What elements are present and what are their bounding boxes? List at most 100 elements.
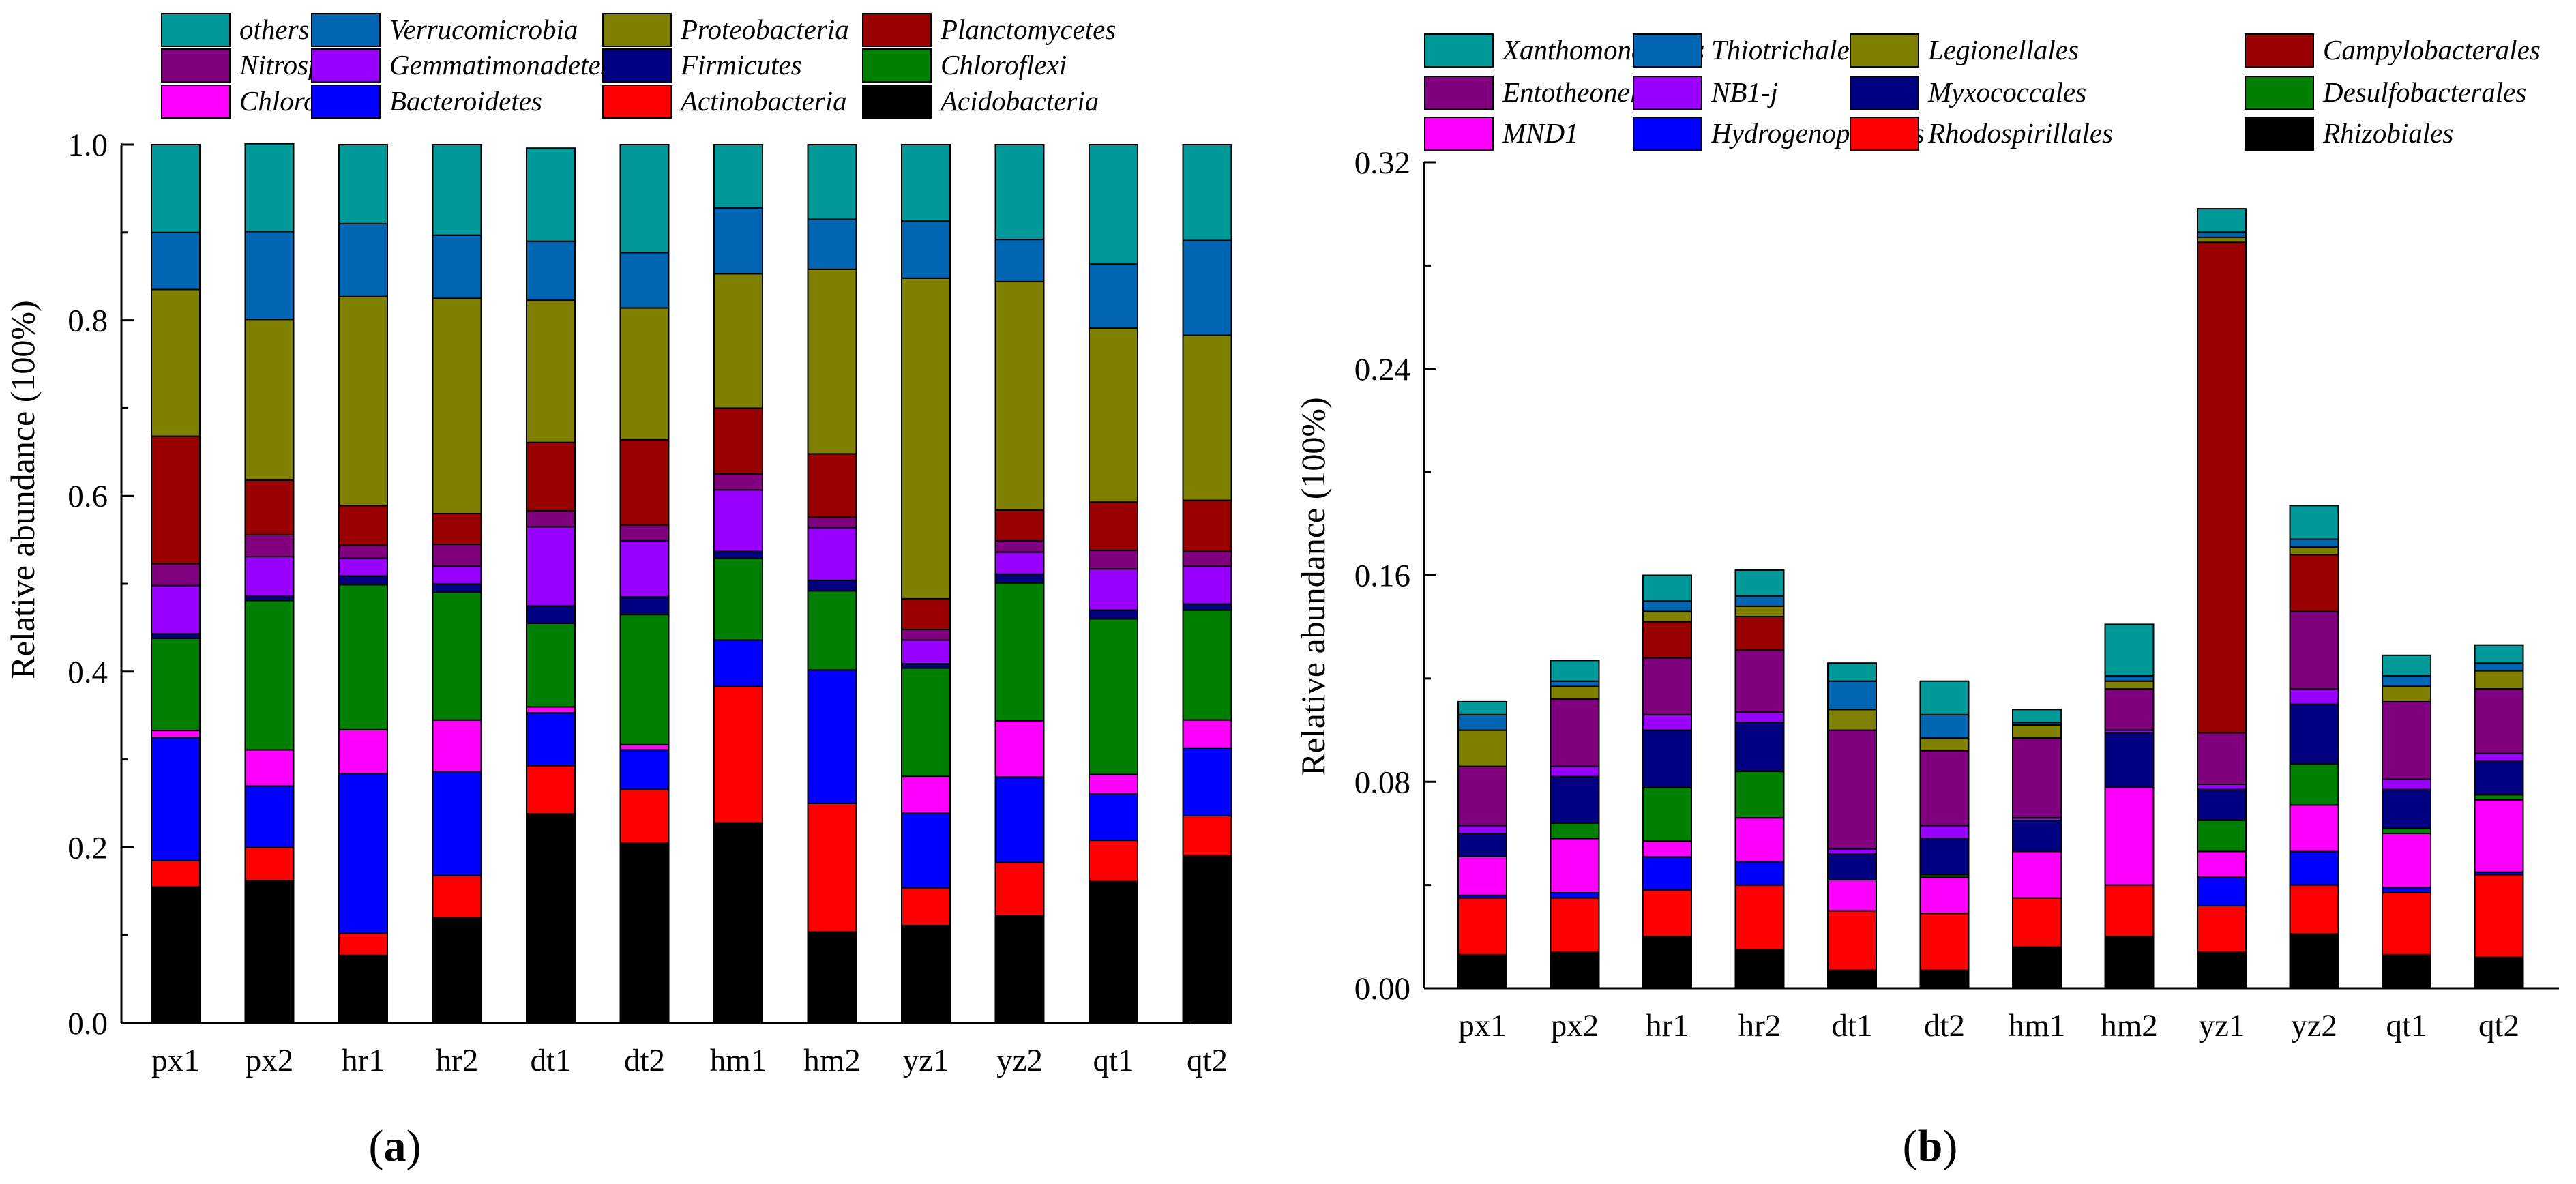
bar-a-dt1-bacteroidetes	[526, 712, 576, 767]
bar-a-px2-others	[244, 143, 295, 233]
bar-b-hr1-xanthomonadales	[1642, 574, 1692, 602]
bar-a-px2-actinobacteria	[244, 846, 295, 882]
bar-b-hr2-mnd1	[1734, 817, 1785, 863]
bar-b-qt1-thiotrichales	[2382, 675, 2431, 687]
bar-a-px1-proteobacteria	[151, 288, 201, 437]
legend-swatch-b-entotheonellales	[1424, 76, 1494, 110]
bar-a-hm2-planctomycetes	[807, 453, 857, 518]
bar-b-yz1-xanthomonadales	[2197, 208, 2247, 233]
bar-a-px1-planctomycetes	[151, 435, 201, 565]
bar-b-hm1-xanthomonadales	[2012, 709, 2062, 724]
bar-b-hr1-mnd1	[1642, 840, 1692, 858]
bar-a-qt1-proteobacteria	[1089, 327, 1138, 503]
bar-a-dt1-planctomycetes	[526, 441, 576, 512]
bar-b-hr2-campylobacterales	[1734, 616, 1785, 651]
bar-b-dt1-thiotrichales	[1827, 680, 1877, 711]
legend-label-b-campylobacterales: Campylobacterales	[2323, 34, 2541, 65]
bar-b-hr1-nb1-j	[1642, 713, 1692, 731]
bar-a-px2-gemmatimonadetes	[244, 556, 295, 597]
y-tick-label-b-3: 0.24	[1354, 352, 1410, 387]
bar-b-yz1-legionellales	[2197, 236, 2247, 243]
bar-a-hm2-gemmatimonadetes	[807, 527, 857, 581]
bar-a-yz1-nitrospirae	[901, 629, 951, 641]
legend-swatch-a-firmicutes	[602, 48, 672, 83]
bar-b-dt1-legionellales	[1827, 709, 1877, 731]
legend-label-a-others: others	[239, 14, 310, 45]
x-tick-label-a-dt1: dt1	[530, 1043, 571, 1078]
legend-label-b-desulfobacterales: Desulfobacterales	[2322, 76, 2526, 108]
y-tick-label-a-0: 0.0	[68, 1006, 108, 1041]
bar-a-hr2-chlorobi	[432, 719, 482, 773]
y-tick-label-a-2: 0.4	[68, 655, 108, 690]
bar-a-dt2-firmicutes	[619, 596, 670, 616]
bar-a-hm1-chloroflexi	[713, 557, 763, 641]
x-tick-label-a-yz1: yz1	[903, 1043, 949, 1078]
bar-a-qt2-firmicutes	[1182, 603, 1232, 611]
bar-a-yz1-verrucomicrobia	[901, 220, 951, 279]
x-tick-label-b-hr1: hr1	[1646, 1008, 1689, 1044]
y-tick-label-a-4: 0.8	[68, 304, 108, 339]
bar-b-yz2-legionellales	[2289, 546, 2339, 556]
bar-a-yz1-others	[901, 144, 951, 222]
bar-a-qt2-bacteroidetes	[1182, 747, 1232, 817]
bar-b-px1-thiotrichales	[1457, 713, 1507, 731]
x-tick-label-a-qt2: qt2	[1187, 1043, 1228, 1078]
bar-a-hm1-proteobacteria	[713, 273, 763, 409]
panel-b-legend: Xanthomonadales Thiotrichales Legionellale…	[1424, 33, 2541, 151]
bar-b-px2-hydrogenophilales	[1550, 892, 1600, 899]
bar-b-qt2-mnd1	[2474, 799, 2524, 873]
bar-a-hr2-verrucomicrobia	[432, 234, 482, 299]
legend-swatch-b-myxococcales	[1850, 76, 1919, 110]
bar-b-yz1-nb1-j	[2197, 784, 2247, 790]
x-tick-label-a-qt1: qt1	[1093, 1043, 1134, 1078]
bar-b-hr1-rhizobiales	[1642, 936, 1692, 990]
bar-b-dt1-rhizobiales	[1827, 969, 1877, 989]
x-tick-label-a-yz2: yz2	[996, 1043, 1043, 1078]
bar-b-hr1-thiotrichales	[1642, 600, 1692, 612]
bar-b-yz1-desulfobacterales	[2197, 820, 2247, 853]
bar-b-px2-nb1-j	[1550, 765, 1600, 778]
bar-a-px2-nitrospirae	[244, 533, 295, 558]
bar-a-hr2-actinobacteria	[432, 874, 482, 919]
bar-b-yz1-rhizobiales	[2197, 951, 2247, 989]
bar-a-hm1-actinobacteria	[713, 685, 763, 824]
bar-b-hr1-entotheonellales	[1642, 657, 1692, 715]
legend-swatch-a-chloroflexi	[862, 48, 932, 83]
x-tick-label-b-hm2: hm2	[2101, 1008, 2158, 1044]
bar-b-hm1-mnd1	[2012, 850, 2062, 899]
bar-a-dt1-verrucomicrobia	[526, 240, 576, 301]
bar-a-dt2-acidobacteria	[619, 842, 670, 1024]
bar-b-qt2-rhizobiales	[2474, 956, 2524, 989]
bar-b-hm2-xanthomonadales	[2104, 623, 2155, 677]
bar-a-hm1-gemmatimonadetes	[713, 489, 763, 552]
bar-b-yz1-campylobacterales	[2197, 241, 2247, 734]
legend-swatch-b-legionellales	[1850, 33, 1919, 68]
bar-b-px2-rhodospirillales	[1550, 897, 1600, 953]
legend-label-b-legionellales: Legionellales	[1927, 34, 2079, 65]
bar-a-yz2-firmicutes	[994, 573, 1045, 584]
bar-b-hm2-rhizobiales	[2104, 936, 2155, 990]
bar-a-hm2-bacteroidetes	[807, 669, 857, 805]
panel-a-chart: others Verrucomicrobia Proteobacteria Planc…	[3, 13, 1232, 1171]
panel-b-y-axis-title: Relative abundance (100%)	[1294, 397, 1332, 775]
bar-b-hr2-rhodospirillales	[1734, 884, 1785, 951]
bar-b-yz2-entotheonellales	[2289, 610, 2339, 690]
bar-a-qt2-verrucomicrobia	[1182, 239, 1232, 336]
bar-b-dt1-entotheonellales	[1827, 729, 1877, 850]
legend-label-a-planctomycetes: Planctomycetes	[940, 14, 1116, 45]
bar-b-px2-xanthomonadales	[1550, 660, 1600, 682]
bar-b-yz2-desulfobacterales	[2289, 763, 2339, 806]
x-tick-label-a-px1: px1	[151, 1043, 200, 1078]
legend-label-a-firmicutes: Firmicutes	[680, 49, 802, 80]
bar-a-qt2-actinobacteria	[1182, 815, 1232, 857]
bar-a-hm2-nitrospirae	[807, 516, 857, 529]
bar-a-dt1-proteobacteria	[526, 299, 576, 443]
panel-b-label-letter: b	[1918, 1121, 1943, 1171]
bar-a-px1-acidobacteria	[151, 886, 201, 1024]
legend-label-b-nb1-j: NB1-j	[1711, 76, 1778, 108]
x-tick-label-a-hm1: hm1	[710, 1043, 767, 1078]
bar-b-qt1-entotheonellales	[2382, 700, 2431, 780]
bar-b-hm2-entotheonellales	[2104, 688, 2155, 731]
legend-label-a-chloroflexi: Chloroflexi	[941, 49, 1067, 80]
